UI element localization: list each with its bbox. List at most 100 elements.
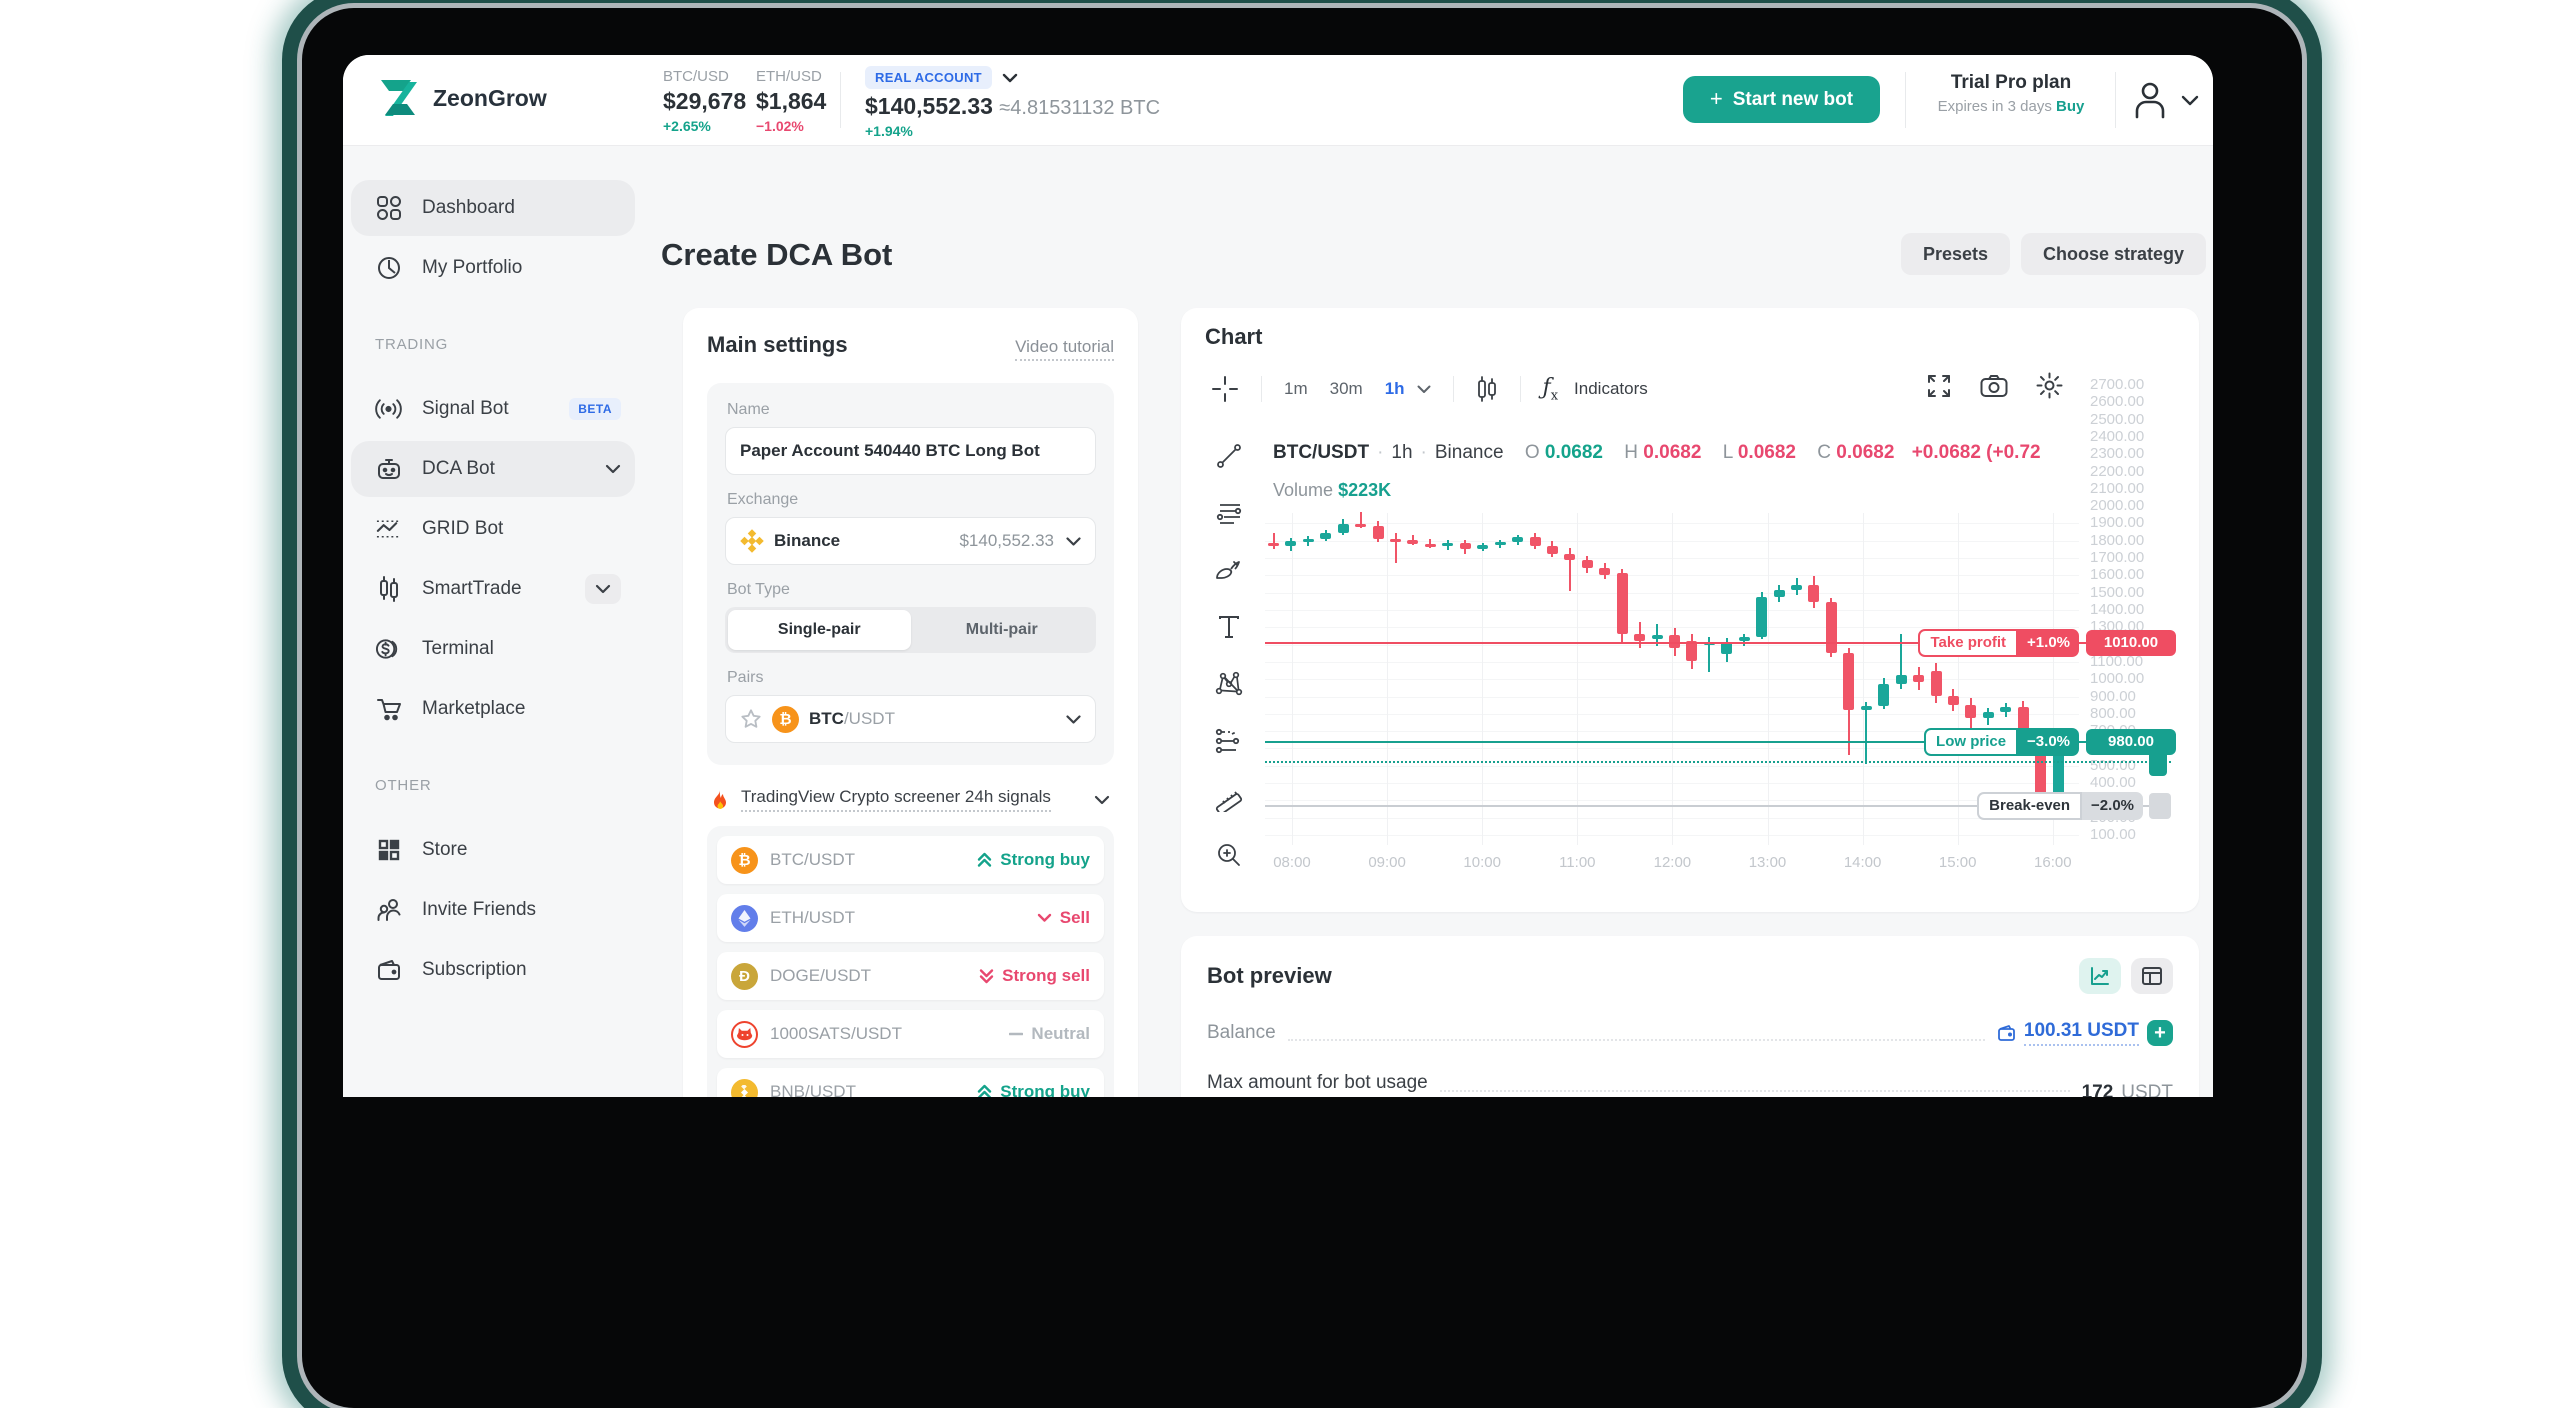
- h-gridline: [1265, 523, 2079, 525]
- exchange-select[interactable]: Binance $140,552.33: [725, 517, 1096, 565]
- divider: [1905, 72, 1906, 128]
- camera-icon[interactable]: [1980, 374, 2008, 398]
- chevron-down-icon[interactable]: [585, 574, 621, 604]
- sidebar-item-dca-bot[interactable]: DCA Bot: [351, 441, 635, 497]
- account-balance: $140,552.33: [865, 93, 993, 119]
- chart-symbol-row: BTC/USDT · 1h · Binance O 0.0682 H 0.0682 L …: [1273, 442, 2041, 463]
- crosshair-icon[interactable]: [1211, 375, 1239, 403]
- pair-row-doge[interactable]: Ð DOGE/USDT Strong sell: [717, 952, 1104, 1000]
- sidebar-item-invite-friends[interactable]: Invite Friends: [351, 882, 635, 938]
- candle-body: [1930, 671, 1942, 697]
- zoom-in-tool-icon[interactable]: [1216, 841, 1242, 869]
- chart-canvas[interactable]: 08:00 09:00 10:00 11:00 12:00 13:00 14:00 15:00…: [1181, 308, 2199, 912]
- name-label: Name: [727, 401, 770, 418]
- chart-view-toggle[interactable]: [2079, 958, 2121, 994]
- fullscreen-icon[interactable]: [1926, 373, 1952, 399]
- candle-style-icon[interactable]: [1476, 376, 1498, 402]
- fx-indicators-icon[interactable]: ƒx: [1542, 374, 1559, 404]
- sidebar-item-dashboard[interactable]: Dashboard: [351, 180, 635, 236]
- brand-logo[interactable]: ZeonGrow: [375, 78, 547, 118]
- h-gridline: [1265, 592, 2079, 594]
- break-even-label: Break-even −2.0%: [1977, 791, 2143, 820]
- xabcd-pattern-tool-icon[interactable]: [1215, 670, 1243, 698]
- brush-tool-icon[interactable]: [1215, 556, 1243, 584]
- choose-strategy-button[interactable]: Choose strategy: [2021, 233, 2207, 275]
- sidebar-item-grid-bot[interactable]: GRID Bot: [351, 501, 635, 557]
- buy-link[interactable]: Buy: [2056, 98, 2085, 115]
- divider: [1452, 376, 1454, 402]
- add-funds-button[interactable]: +: [2147, 1020, 2173, 1046]
- chevron-down-icon[interactable]: [1002, 73, 1018, 83]
- text-tool-icon[interactable]: [1218, 613, 1240, 641]
- sidebar-item-label: Subscription: [422, 959, 527, 980]
- pair-row-eth[interactable]: ETH/USDT Sell: [717, 894, 1104, 942]
- sidebar-item-my-portfolio[interactable]: My Portfolio: [351, 240, 635, 296]
- pair-row-bnb[interactable]: BNB/USDT Strong buy: [717, 1068, 1104, 1097]
- btc-usd-ticker: BTC/USD $29,678 +2.65%: [663, 68, 746, 134]
- candle-body: [1442, 542, 1454, 546]
- sidebar-item-subscription[interactable]: Subscription: [351, 942, 635, 998]
- y-axis-tick: 100.00: [2090, 826, 2136, 843]
- max-amount-label: Max amount for bot usage: [1207, 1072, 1428, 1093]
- x-axis-tick: 11:00: [1559, 854, 1596, 871]
- pair-select[interactable]: ₿ BTC/USDT: [725, 695, 1096, 743]
- x-axis-tick: 09:00: [1368, 854, 1406, 871]
- trend-line-tool-icon[interactable]: [1216, 442, 1242, 470]
- take-profit-percent[interactable]: +1.0%: [2018, 628, 2079, 657]
- presets-button[interactable]: Presets: [1901, 233, 2011, 275]
- sidebar-item-smarttrade[interactable]: SmartTrade: [351, 561, 635, 617]
- indicators-label[interactable]: Indicators: [1574, 379, 1648, 398]
- top-header: ZeonGrow BTC/USD $29,678 +2.65% ETH/USD …: [343, 55, 2213, 146]
- table-view-toggle[interactable]: [2131, 958, 2173, 994]
- break-even-label-text[interactable]: Break-even: [1977, 791, 2083, 820]
- timeframe-30m[interactable]: 30m: [1329, 379, 1363, 398]
- y-axis-tick: 2200.00: [2090, 462, 2145, 480]
- candle-body: [1756, 596, 1768, 637]
- main-content: Create DCA Bot Presets Choose strategy M…: [643, 145, 2213, 1097]
- low-price-percent[interactable]: −3.0%: [2018, 727, 2079, 756]
- balance-label: Balance: [1207, 1022, 1276, 1043]
- ticker-value: $29,678: [663, 88, 747, 114]
- timeframe-1m[interactable]: 1m: [1284, 379, 1308, 398]
- store-grid-icon: [375, 837, 402, 864]
- screener-accordion-header[interactable]: TradingView Crypto screener 24h signals: [711, 787, 1110, 812]
- sidebar-item-marketplace[interactable]: Marketplace: [351, 681, 635, 737]
- exchange-balance: $140,552.33: [959, 531, 1054, 550]
- candle-body: [1285, 541, 1297, 546]
- chevron-down-icon[interactable]: [605, 464, 621, 474]
- user-menu[interactable]: [2133, 81, 2199, 119]
- bot-type-single-pair[interactable]: Single-pair: [728, 610, 911, 650]
- candle-body: [1825, 602, 1837, 653]
- app-screen: ZeonGrow BTC/USD $29,678 +2.65% ETH/USD …: [343, 55, 2213, 1097]
- sidebar-item-signal-bot[interactable]: Signal Bot BETA: [351, 381, 635, 437]
- sidebar-item-store[interactable]: Store: [351, 822, 635, 878]
- pair-row-1000sats[interactable]: 1000SATS/USDT Neutral: [717, 1010, 1104, 1058]
- take-profit-line: [1265, 641, 2086, 644]
- parallel-channel-tool-icon[interactable]: [1216, 499, 1242, 527]
- balance-row: Balance 100.31 USDT +: [1207, 1020, 2173, 1046]
- ruler-tool-icon[interactable]: [1215, 784, 1243, 812]
- long-position-tool-icon[interactable]: [1215, 727, 1243, 755]
- take-profit-label-text[interactable]: Take profit: [1918, 628, 2019, 657]
- start-new-bot-button[interactable]: + Start new bot: [1683, 76, 1880, 123]
- favorite-star-icon[interactable]: [740, 708, 762, 730]
- break-even-percent[interactable]: −2.0%: [2082, 791, 2143, 820]
- h-gridline: [1265, 783, 2079, 785]
- sidebar-item-terminal[interactable]: Terminal: [351, 621, 635, 677]
- candle-body: [1965, 704, 1977, 718]
- balance-value[interactable]: 100.31 USDT: [2023, 1020, 2139, 1046]
- bot-name-input[interactable]: Paper Account 540440 BTC Long Bot: [725, 427, 1096, 475]
- take-profit-label: Take profit +1.0%: [1918, 628, 2079, 657]
- bot-type-multi-pair[interactable]: Multi-pair: [965, 621, 1038, 638]
- signal-label: Strong sell: [1002, 966, 1090, 985]
- chevron-down-icon[interactable]: [1417, 385, 1431, 394]
- timeframe-1h[interactable]: 1h: [1384, 379, 1405, 398]
- pair-row-btc[interactable]: ₿ BTC/USDT Strong buy: [717, 836, 1104, 884]
- account-type-badge[interactable]: REAL ACCOUNT: [865, 66, 992, 89]
- bnb-coin-icon: [731, 1078, 758, 1097]
- bot-type-label: Bot Type: [727, 581, 790, 598]
- gear-icon[interactable]: [2036, 372, 2063, 399]
- video-tutorial-link[interactable]: Video tutorial: [1015, 337, 1114, 361]
- candle-wick: [1411, 535, 1414, 546]
- low-price-label-text[interactable]: Low price: [1924, 727, 2019, 756]
